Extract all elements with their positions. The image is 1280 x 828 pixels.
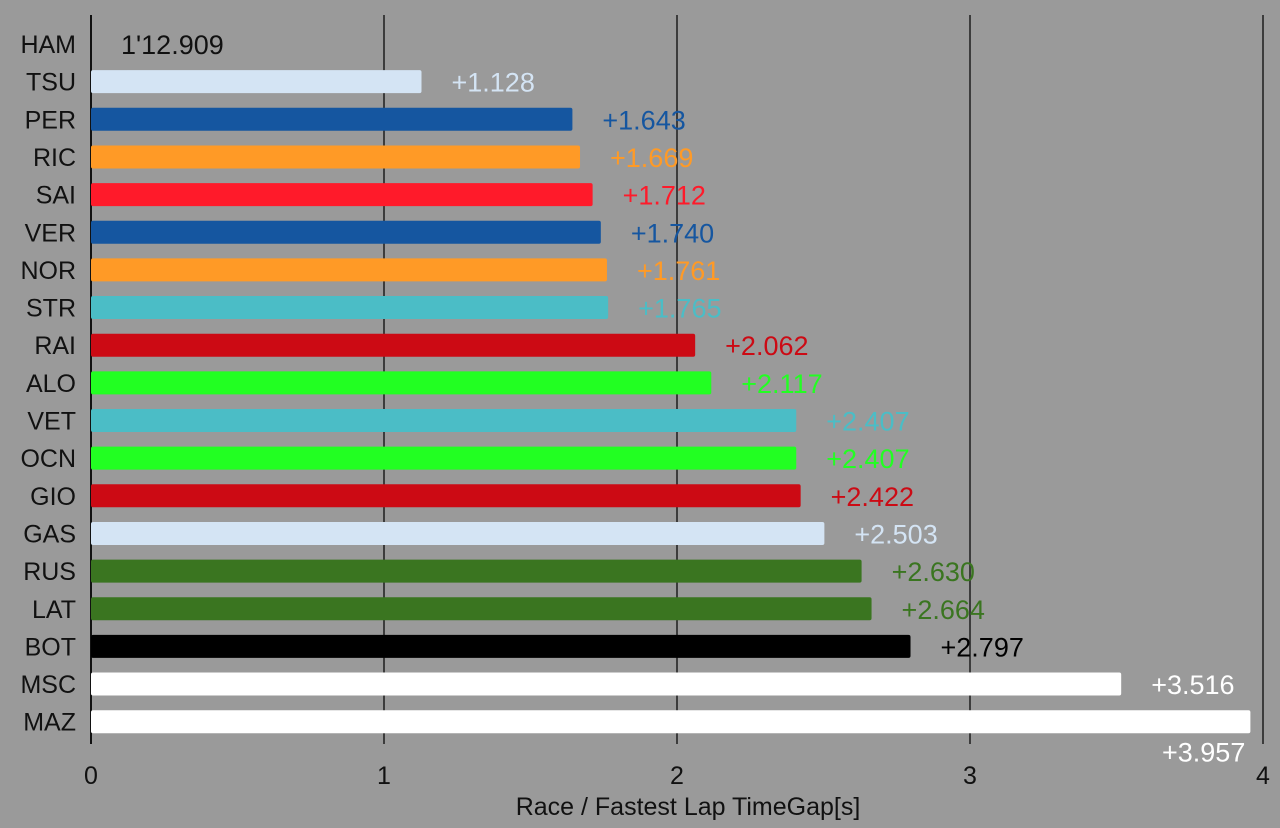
bar-ocn	[91, 446, 797, 470]
value-label: +1.712	[623, 181, 706, 211]
bar-ver	[91, 220, 601, 244]
value-label: +2.630	[892, 557, 975, 587]
category-label: RAI	[34, 332, 76, 360]
category-label: RUS	[23, 558, 76, 586]
category-label: PER	[25, 106, 76, 134]
bar-per	[91, 107, 573, 131]
value-label: +1.740	[631, 218, 714, 248]
value-label: +1.669	[610, 143, 693, 173]
bar-tsu	[91, 70, 422, 94]
category-label: MAZ	[23, 709, 76, 737]
value-label: +2.797	[941, 632, 1024, 662]
bar-sai	[91, 183, 593, 207]
category-label: RIC	[33, 144, 76, 172]
value-label: +1.765	[638, 294, 721, 324]
x-tick-label: 2	[670, 762, 684, 790]
category-label: VET	[27, 408, 76, 436]
value-labels: 1'12.909 +1.128 +1.643 +1.669 +1.712 +1.740 +1…	[121, 30, 1245, 768]
category-label: LAT	[32, 596, 76, 624]
bar-lat	[91, 597, 872, 621]
value-label: +2.407	[826, 444, 909, 474]
category-label: GAS	[23, 520, 76, 548]
value-label: +2.664	[902, 595, 985, 625]
value-label: +1.761	[637, 256, 720, 286]
category-label: GIO	[30, 483, 76, 511]
value-label: +1.128	[452, 68, 535, 98]
value-label: +3.516	[1151, 670, 1234, 700]
x-tick-label: 1	[377, 762, 391, 790]
category-label: ALO	[26, 370, 76, 398]
x-tick-labels: 0 1 2 3 4	[84, 762, 1270, 790]
category-label: SAI	[36, 182, 76, 210]
bar-str	[91, 296, 609, 320]
category-label: NOR	[20, 257, 76, 285]
x-tick-label: 4	[1256, 762, 1270, 790]
bars	[91, 70, 1251, 734]
x-axis-title: Race / Fastest Lap TimeGap[s]	[516, 793, 861, 821]
bar-vet	[91, 409, 797, 432]
x-tick-label: 0	[84, 762, 98, 790]
bar-bot	[91, 634, 911, 658]
value-label: +2.503	[854, 519, 937, 549]
bar-gio	[91, 484, 801, 508]
bar-rus	[91, 559, 862, 583]
value-label: +2.062	[725, 331, 808, 361]
category-label: HAM	[20, 31, 76, 59]
value-label: +2.117	[741, 369, 822, 399]
value-label: +2.407	[826, 407, 909, 437]
category-label: MSC	[20, 671, 76, 699]
bar-msc	[91, 672, 1122, 696]
bar-alo	[91, 371, 712, 395]
value-label: +3.957	[1162, 738, 1245, 768]
category-label: BOT	[25, 633, 76, 661]
category-label: OCN	[20, 445, 76, 473]
category-label: VER	[25, 219, 76, 247]
category-labels: HAM TSU PER RIC SAI VER NOR STR RAI ALO VET OCN GIO G…	[20, 31, 76, 737]
value-label: +2.422	[831, 482, 914, 512]
x-tick-label: 3	[963, 762, 977, 790]
category-label: STR	[26, 295, 76, 323]
bar-nor	[91, 258, 607, 282]
bar-maz	[91, 710, 1251, 734]
category-label: TSU	[26, 69, 76, 97]
value-label: 1'12.909	[121, 30, 224, 60]
bar-ric	[91, 145, 581, 169]
value-label: +1.643	[602, 105, 685, 135]
bar-rai	[91, 333, 696, 357]
bar-gas	[91, 521, 825, 545]
